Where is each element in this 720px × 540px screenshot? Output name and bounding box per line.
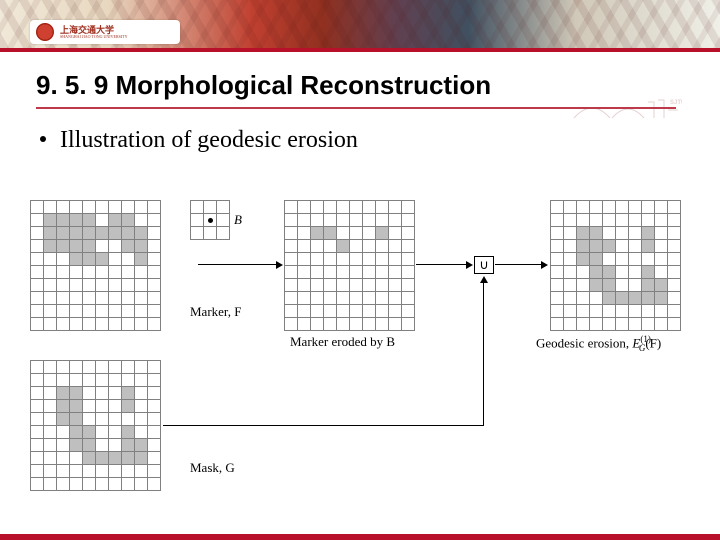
university-logo: 上海交通大学 SHANGHAI JIAO TONG UNIVERSITY xyxy=(30,20,180,44)
grid-marker-f xyxy=(30,200,161,331)
header-accent-stripe xyxy=(0,48,720,52)
arrow-mask-to-union-v xyxy=(483,282,484,426)
grid-geodesic-erosion xyxy=(550,200,681,331)
section-number: 9. 5. 9 xyxy=(36,70,108,100)
footer-accent-stripe xyxy=(0,534,720,540)
arrow-mask-to-union-h xyxy=(163,425,484,426)
bullet-item: Illustration of geodesic erosion xyxy=(40,127,720,154)
arrow-union-to-result xyxy=(495,264,543,265)
arrow-head-icon xyxy=(276,261,283,269)
arrow-head-icon xyxy=(541,261,548,269)
logo-text-en: SHANGHAI JIAO TONG UNIVERSITY xyxy=(60,35,128,39)
section-heading: 9. 5. 9 Morphological Reconstruction SJT… xyxy=(36,70,676,109)
arrow-head-icon xyxy=(466,261,473,269)
label-marker-f: Marker, F xyxy=(190,304,241,320)
label-b: B xyxy=(234,212,242,228)
grid-mask-g xyxy=(30,360,161,491)
arrow-eroded-to-union xyxy=(416,264,468,265)
grid-structuring-element-b xyxy=(190,200,230,240)
building-watermark-icon: SJTU xyxy=(572,90,682,120)
logo-emblem-icon xyxy=(36,23,54,41)
grid-marker-eroded xyxy=(284,200,415,331)
label-mask-g: Mask, G xyxy=(190,460,235,476)
label-geodesic: Geodesic erosion, E(1)G(F) xyxy=(536,334,661,353)
slide-header-banner: 上海交通大学 SHANGHAI JIAO TONG UNIVERSITY xyxy=(0,0,720,48)
diagram-area: B Marker, F Marker eroded by B ∪ Geodesi… xyxy=(30,200,700,500)
union-operator: ∪ xyxy=(474,256,494,274)
bullet-text: Illustration of geodesic erosion xyxy=(60,127,358,153)
svg-text:SJTU: SJTU xyxy=(670,100,682,106)
bullet-dot-icon xyxy=(40,136,46,142)
section-title-text: Morphological Reconstruction xyxy=(116,70,492,100)
label-eroded: Marker eroded by B xyxy=(290,334,395,350)
arrow-f-to-eroded xyxy=(198,264,278,265)
arrow-head-icon xyxy=(480,276,488,283)
